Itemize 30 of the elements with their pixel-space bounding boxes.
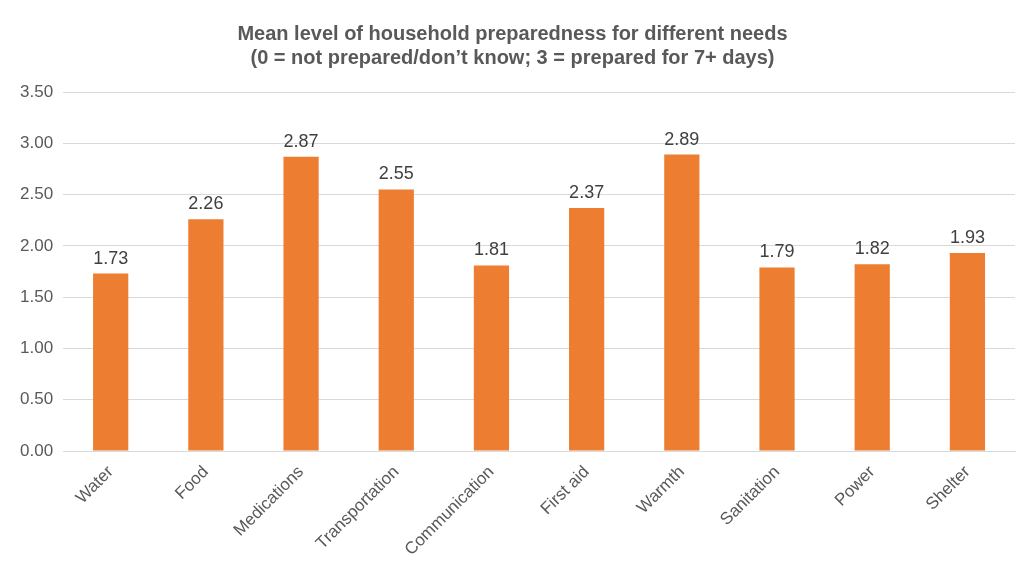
data-label: 2.26 bbox=[188, 193, 224, 214]
bar bbox=[378, 189, 414, 451]
y-tick-label: 3.00 bbox=[19, 132, 54, 152]
data-label: 1.79 bbox=[759, 241, 795, 262]
y-tick-label: 1.50 bbox=[19, 286, 54, 306]
bar bbox=[283, 156, 319, 451]
data-label: 1.93 bbox=[949, 227, 985, 248]
bar bbox=[759, 267, 795, 451]
data-label: 2.87 bbox=[283, 130, 319, 151]
bar bbox=[854, 264, 890, 451]
bar bbox=[949, 253, 986, 451]
y-tick-label: 1.00 bbox=[19, 338, 54, 358]
bar bbox=[93, 273, 129, 451]
data-label: 2.37 bbox=[569, 181, 605, 202]
y-tick-label: 0.50 bbox=[19, 389, 54, 409]
bar bbox=[473, 265, 510, 451]
data-label: 1.81 bbox=[473, 239, 509, 260]
data-label: 1.82 bbox=[854, 238, 890, 259]
data-label: 2.89 bbox=[664, 128, 700, 149]
bar bbox=[569, 207, 605, 451]
data-label: 2.55 bbox=[378, 163, 414, 184]
data-label: 1.73 bbox=[93, 247, 129, 268]
chart-subtitle: (0 = not prepared/don’t know; 3 = prepared for 7+ days) bbox=[250, 45, 775, 68]
y-tick-label: 2.50 bbox=[19, 184, 54, 204]
bar bbox=[664, 154, 700, 451]
chart-title: Mean level of household preparedness for different needs bbox=[237, 21, 788, 44]
y-tick-label: 2.00 bbox=[19, 235, 54, 255]
bar bbox=[188, 219, 224, 451]
y-tick-label: 3.50 bbox=[19, 81, 54, 101]
y-tick-label: 0.00 bbox=[19, 440, 54, 460]
